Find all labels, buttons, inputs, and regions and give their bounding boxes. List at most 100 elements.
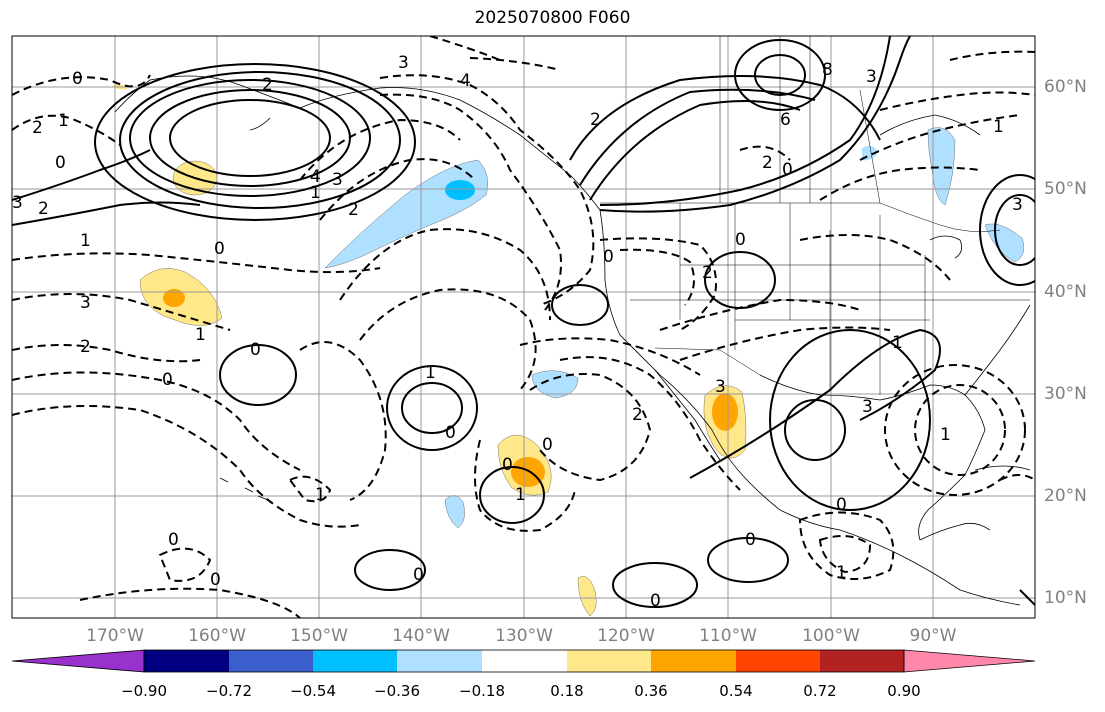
lon-label: 90°W <box>909 626 957 646</box>
contour-label: 3 <box>332 170 343 190</box>
hudson-bay <box>879 114 981 136</box>
contour-dashed <box>949 50 1035 61</box>
contour-solid <box>707 537 789 583</box>
contour-dashed <box>379 74 595 306</box>
contour-label: 0 <box>542 435 553 455</box>
colorbar-bin <box>736 650 820 672</box>
contour-dashed <box>519 337 701 376</box>
contour-label: 0 <box>735 230 746 250</box>
yucatan-coast <box>919 522 991 541</box>
contour-solid <box>579 88 816 186</box>
contour-solid <box>769 329 931 511</box>
west-coast <box>599 209 739 471</box>
contour-dashed <box>818 535 872 574</box>
contour-label: 8 <box>822 60 833 80</box>
contour-dashed <box>798 511 895 580</box>
colorbar-bin <box>567 650 651 672</box>
shade-positive-strong <box>511 457 545 487</box>
contour-solid <box>734 39 826 111</box>
shade-negative-strong <box>445 180 475 200</box>
cuba-coast <box>974 465 1031 471</box>
lon-label: 130°W <box>495 626 553 646</box>
contour-label: 0 <box>782 160 793 180</box>
colorbar-tick-label: −0.36 <box>374 682 420 700</box>
colorbar-bin <box>651 650 736 672</box>
contour-label: 1 <box>515 485 526 505</box>
lat-label: 40°N <box>1044 282 1087 302</box>
contour-solid <box>12 201 201 226</box>
contour-dashed <box>884 364 1026 496</box>
colorbar-bin <box>229 650 313 672</box>
colorbar-tick-label: −0.18 <box>459 682 505 700</box>
contour-label: 1 <box>993 117 1004 137</box>
contour-solid <box>569 75 881 161</box>
lat-label: 30°N <box>1044 384 1087 404</box>
contour-solid <box>551 284 609 326</box>
contour-solid <box>754 54 806 96</box>
alaska-coast <box>149 75 601 211</box>
baja-coast <box>654 369 721 461</box>
contour-label: 0 <box>603 247 614 267</box>
contour-label: 3 <box>862 397 873 417</box>
contour-label: 6 <box>780 110 791 130</box>
contour-label: 0 <box>836 495 847 515</box>
contour-dashed <box>379 93 562 311</box>
contour-solid <box>704 251 776 309</box>
contour-dashed <box>859 114 1021 161</box>
negative-contours <box>12 36 1035 618</box>
contour-dashed <box>12 344 201 363</box>
colorbar-tick-label: −0.72 <box>206 682 252 700</box>
contour-label: 1 <box>892 333 903 353</box>
lon-label: 150°W <box>290 626 348 646</box>
contour-label: 0 <box>214 239 225 259</box>
colorbar-tick-label: 0.54 <box>719 682 753 700</box>
contour-label: 0 <box>502 455 513 475</box>
contour-label: 4 <box>310 167 321 187</box>
contour-lines <box>12 36 1035 618</box>
map-title: 2025070800 F060 <box>474 8 631 28</box>
colorbar-tick-label: 0.18 <box>550 682 584 700</box>
contour-dashed <box>12 371 301 471</box>
contour-dashed <box>339 228 551 321</box>
aleutian-coast <box>114 79 271 131</box>
contour-solid <box>129 79 371 197</box>
contour-solid <box>612 562 698 608</box>
contour-label: 2 <box>702 263 713 283</box>
contour-dashed <box>529 373 652 482</box>
lon-label: 140°W <box>392 626 450 646</box>
contour-solid <box>1019 589 1035 606</box>
colorbar <box>11 649 1036 673</box>
contour-dashed <box>799 234 951 281</box>
contour-label: 1 <box>315 485 326 505</box>
contour-solid <box>599 36 891 206</box>
contour-label: 0 <box>745 530 756 550</box>
contour-solid <box>94 63 416 221</box>
contour-dashed <box>619 248 695 306</box>
positive-contours <box>12 36 1035 608</box>
contour-label: 3 <box>715 377 726 397</box>
colorbar-tick-label: 0.72 <box>803 682 837 700</box>
shade-negative <box>444 495 465 529</box>
lon-label: 160°W <box>188 626 246 646</box>
contour-label: 1 <box>940 425 951 445</box>
shade-positive-strong <box>163 289 185 307</box>
contour-label: 2 <box>38 199 49 219</box>
contour-dashed <box>999 474 1035 481</box>
colorbar-tick-label: 0.36 <box>634 682 668 700</box>
contour-dashed <box>879 91 1035 111</box>
contour-dashed <box>12 293 231 331</box>
plot-frame <box>11 35 1036 619</box>
contour-dashed <box>474 439 576 532</box>
contour-label: 2 <box>32 118 43 138</box>
contour-dashed <box>559 356 741 491</box>
contour-label: 0 <box>168 530 179 550</box>
canada-province-line <box>719 36 881 204</box>
colorbar-tick-label: −0.90 <box>121 682 167 700</box>
contour-label: 0 <box>162 370 173 390</box>
colorbar-extend-left <box>11 649 145 673</box>
colorbar-bin <box>144 650 229 672</box>
contour-label: 3 <box>866 67 877 87</box>
contour-label: 0 <box>250 340 261 360</box>
state-line <box>630 203 1030 395</box>
